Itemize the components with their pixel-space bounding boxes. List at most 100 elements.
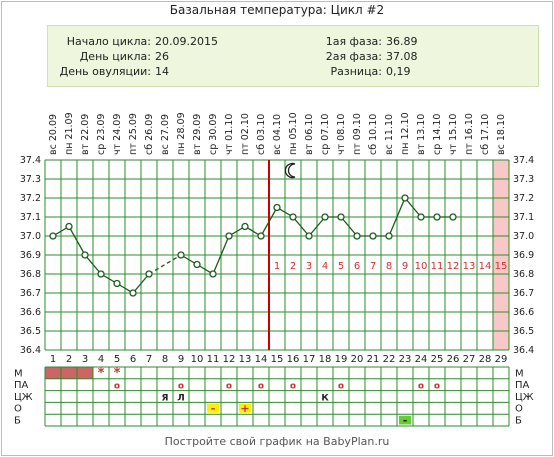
day-number: 10	[191, 354, 204, 365]
y-tick-label-left: 36.5	[20, 326, 41, 337]
phase2-day-number: 14	[479, 261, 492, 272]
table-row-label-right: М	[515, 368, 524, 379]
footer-link[interactable]: Постройте свой график на BabyPlan.ru	[164, 435, 390, 448]
day-number: 8	[162, 354, 168, 365]
y-tick-label-right: 36.7	[513, 288, 534, 299]
temperature-point	[97, 270, 105, 278]
phase2-day-number: 6	[354, 261, 360, 272]
temperature-point	[257, 232, 265, 240]
date-label: чт 08.10	[336, 114, 347, 155]
date-label: пн 21.09	[64, 112, 75, 155]
y-tick-label-left: 36.9	[20, 250, 41, 261]
date-label: пт 02.10	[240, 113, 251, 155]
phase2-value: 37.08	[386, 50, 418, 63]
day-number: 12	[223, 354, 236, 365]
y-tick-label-left: 37.0	[20, 231, 41, 242]
intercourse-mark: о	[338, 382, 344, 392]
date-label: вт 22.09	[80, 114, 91, 155]
y-tick-label-left: 37.3	[20, 174, 41, 185]
menses-mark: *	[114, 366, 121, 381]
date-label: пт 25.09	[128, 113, 139, 155]
date-label: ср 30.09	[208, 114, 219, 155]
ovulation-day-value: 14	[155, 65, 169, 78]
y-tick-label-right: 37.4	[513, 155, 534, 166]
ovulation-day-label: День овуляции:	[59, 65, 151, 78]
date-label: чт 01.10	[224, 114, 235, 155]
date-label: сб 10.10	[368, 114, 379, 155]
table-row-label-right: ЦЖ	[515, 392, 534, 403]
day-number: 24	[415, 354, 428, 365]
y-tick-label-left: 37.2	[20, 193, 41, 204]
intercourse-mark: о	[434, 382, 440, 392]
table-row-label-left: ЦЖ	[14, 392, 33, 403]
ovulation-test-mark: +	[240, 402, 249, 415]
y-tick-label-right: 36.5	[513, 326, 534, 337]
day-number: 20	[351, 354, 364, 365]
temperature-point	[65, 222, 73, 231]
date-label: пн 28.09	[176, 112, 187, 155]
day-number: 7	[146, 354, 152, 365]
phase2-day-number: 2	[290, 261, 296, 272]
temperature-gap-line	[148, 254, 182, 275]
table-row-label-left: Б	[14, 416, 21, 427]
date-label: вс 11.10	[384, 114, 395, 155]
date-label: ср 23.09	[96, 114, 107, 155]
date-label: сб 26.09	[144, 114, 155, 155]
date-label: вс 20.09	[48, 114, 59, 155]
intercourse-mark: о	[418, 382, 424, 392]
mucus-mark: Л	[177, 393, 184, 403]
date-label: чт 15.10	[448, 114, 459, 155]
y-tick-label-left: 36.8	[20, 269, 41, 280]
temperature-point	[337, 213, 345, 221]
phase2-day-number: 12	[447, 261, 460, 272]
phase2-day-number: 3	[306, 261, 312, 272]
table-row-label-left: О	[14, 404, 22, 415]
phase2-day-number: 9	[402, 261, 408, 272]
temperature-point	[289, 213, 297, 221]
day-number: 28	[479, 354, 492, 365]
date-label: чт 24.09	[112, 114, 123, 155]
day-number: 3	[82, 354, 88, 365]
phase2-day-number: 1	[274, 261, 280, 272]
phase2-day-number: 13	[463, 261, 476, 272]
day-number: 9	[178, 354, 184, 365]
table-row-label-right: О	[515, 404, 523, 415]
day-number: 22	[383, 354, 396, 365]
ovulation-test-cell	[239, 403, 251, 413]
temperature-point	[145, 270, 153, 278]
temperature-point	[305, 232, 313, 240]
temperature-point	[49, 232, 57, 240]
day-number: 5	[114, 354, 120, 365]
y-tick-label-right: 36.6	[513, 307, 534, 318]
day-number: 21	[367, 354, 380, 365]
y-tick-label-right: 36.4	[513, 345, 534, 356]
day-number: 13	[239, 354, 252, 365]
date-label: пн 05.10	[288, 112, 299, 155]
pregnancy-test-mark: -	[403, 414, 408, 427]
day-number: 23	[399, 354, 412, 365]
date-label: вс 04.10	[272, 114, 283, 155]
day-number: 2	[66, 354, 72, 365]
menses-cell	[61, 367, 77, 379]
date-label: пн 12.10	[400, 112, 411, 155]
intercourse-mark: о	[226, 382, 232, 392]
day-number: 11	[207, 354, 220, 365]
y-tick-label-right: 37.0	[513, 231, 534, 242]
day-number: 29	[495, 354, 508, 365]
day-number: 25	[431, 354, 444, 365]
phase2-day-number: 8	[386, 261, 392, 272]
day-number: 6	[130, 354, 136, 365]
table-row-label-left: ПА	[14, 380, 29, 391]
ovulation-test-cell	[207, 403, 219, 413]
date-label: вт 06.10	[304, 114, 315, 155]
menses-cell	[77, 367, 93, 379]
temperature-point	[433, 213, 441, 221]
temperature-point	[273, 203, 281, 212]
pregnancy-test-cell	[399, 415, 411, 425]
temperature-point	[385, 232, 393, 240]
intercourse-mark: о	[290, 382, 296, 392]
phase2-day-number: 4	[322, 261, 328, 272]
difference-label: Разница:	[330, 65, 383, 78]
